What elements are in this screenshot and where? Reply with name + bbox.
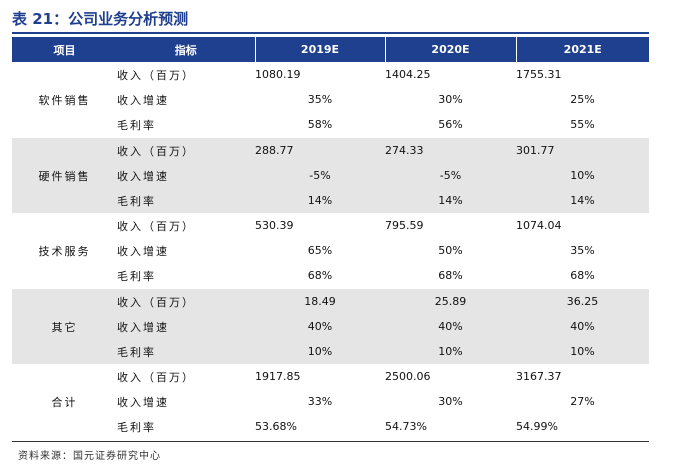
metric-cell: 毛利率 — [117, 339, 255, 364]
value-cell: -5% — [255, 163, 385, 188]
value-cell: 54.73% — [385, 420, 427, 433]
header-metric: 指标 — [117, 37, 255, 62]
metric-cell: 收入（百万） — [117, 68, 195, 82]
value-cell: 30% — [438, 395, 463, 408]
value-cell: 33% — [307, 395, 333, 408]
table-row: 合计 收入（百万） 1917.85 2500.06 3167.37 — [12, 364, 649, 409]
table-row: 软件销售 收入（百万） 1080.19 1404.25 1755.31 — [12, 62, 649, 107]
header-2021e: 2021E — [515, 37, 649, 62]
value-cell: 18.49 — [255, 288, 385, 314]
table-row: 收入增速 65% 50% 35% — [12, 238, 649, 263]
table-title: 表 21：公司业务分析预测 — [12, 10, 189, 28]
value-cell: 10% — [255, 339, 385, 364]
metric-cell: 收入（百万） — [117, 370, 195, 384]
value-cell: 35% — [307, 93, 333, 106]
category-cell: 合计 — [51, 395, 78, 409]
metric-cell: 收入增速 — [117, 244, 169, 258]
header-2019e: 2019E — [254, 37, 385, 62]
table-row: 收入增速 40% 40% 40% — [12, 314, 649, 339]
table-row: 毛利率 10% 10% 10% — [12, 339, 649, 364]
value-cell: 795.59 — [385, 219, 424, 232]
metric-cell: 收入增速 — [117, 395, 169, 409]
value-cell: 40% — [255, 314, 385, 339]
header-row: 项目 指标 2019E 2020E 2021E — [12, 37, 649, 62]
value-cell: 25% — [570, 93, 595, 106]
value-cell: 14% — [516, 188, 649, 213]
value-cell: 3167.37 — [516, 370, 562, 383]
source-note: 资料来源：国元证券研究中心 — [18, 451, 161, 462]
value-cell: 14% — [385, 188, 516, 213]
table-row: 其它 收入（百万） 18.49 25.89 36.25 — [12, 288, 649, 364]
value-cell: 65% — [307, 244, 333, 257]
value-cell: 35% — [570, 244, 595, 257]
metric-cell: 毛利率 — [117, 188, 255, 213]
category-cell: 其它 — [12, 288, 117, 364]
table-row: 收入增速 35% 30% 25% — [12, 87, 649, 112]
value-cell: 50% — [438, 244, 463, 257]
value-cell: 1755.31 — [516, 68, 562, 81]
table-row: 技术服务 收入（百万） 530.39 795.59 1074.04 — [12, 213, 649, 258]
metric-cell: 收入增速 — [117, 163, 255, 188]
value-cell: 1917.85 — [255, 370, 301, 383]
title-rule — [12, 32, 649, 34]
value-cell: 56% — [438, 118, 463, 131]
value-cell: 53.68% — [255, 420, 297, 433]
metric-cell: 毛利率 — [117, 420, 156, 434]
category-cell: 软件销售 — [38, 93, 91, 107]
value-cell: 10% — [385, 339, 516, 364]
value-cell: 30% — [438, 93, 463, 106]
forecast-table: 项目 指标 2019E 2020E 2021E 软件销售 收入（百万） 1080… — [12, 37, 649, 439]
table-bottom-rule — [12, 441, 649, 442]
value-cell: 68% — [570, 269, 595, 282]
value-cell: 68% — [438, 269, 463, 282]
value-cell: 10% — [516, 339, 649, 364]
table-row: 收入增速 33% 30% 27% — [12, 389, 649, 414]
table-row: 毛利率 68% 68% 68% — [12, 263, 649, 289]
value-cell: 40% — [385, 314, 516, 339]
metric-cell: 毛利率 — [117, 118, 156, 132]
value-cell: 2500.06 — [385, 370, 431, 383]
table-row: 毛利率 53.68% 54.73% 54.99% — [12, 414, 649, 439]
metric-cell: 收入（百万） — [117, 288, 255, 314]
header-item: 项目 — [12, 37, 117, 62]
metric-cell: 毛利率 — [117, 269, 156, 283]
value-cell: 55% — [570, 118, 595, 131]
value-cell: 301.77 — [516, 137, 649, 163]
value-cell: 54.99% — [516, 420, 558, 433]
value-cell: 58% — [307, 118, 333, 131]
table-row: 毛利率 58% 56% 55% — [12, 112, 649, 138]
metric-cell: 收入增速 — [117, 314, 255, 339]
value-cell: 1080.19 — [255, 68, 301, 81]
value-cell: -5% — [385, 163, 516, 188]
value-cell: 14% — [255, 188, 385, 213]
category-cell: 技术服务 — [38, 244, 91, 258]
metric-cell: 收入（百万） — [117, 219, 195, 233]
table-row: 硬件销售 收入（百万） 288.77 274.33 301.77 — [12, 137, 649, 213]
table-row: 收入增速 -5% -5% 10% — [12, 163, 649, 188]
value-cell: 68% — [307, 269, 333, 282]
value-cell: 40% — [516, 314, 649, 339]
value-cell: 1074.04 — [516, 219, 562, 232]
value-cell: 36.25 — [516, 288, 649, 314]
table-row: 毛利率 14% 14% 14% — [12, 188, 649, 213]
value-cell: 274.33 — [385, 137, 516, 163]
category-cell: 硬件销售 — [12, 137, 117, 213]
value-cell: 10% — [516, 163, 649, 188]
value-cell: 288.77 — [255, 137, 385, 163]
value-cell: 27% — [570, 395, 595, 408]
metric-cell: 收入（百万） — [117, 137, 255, 163]
metric-cell: 收入增速 — [117, 93, 169, 107]
value-cell: 530.39 — [255, 219, 294, 232]
header-2020e: 2020E — [384, 37, 516, 62]
value-cell: 25.89 — [385, 288, 516, 314]
value-cell: 1404.25 — [385, 68, 431, 81]
